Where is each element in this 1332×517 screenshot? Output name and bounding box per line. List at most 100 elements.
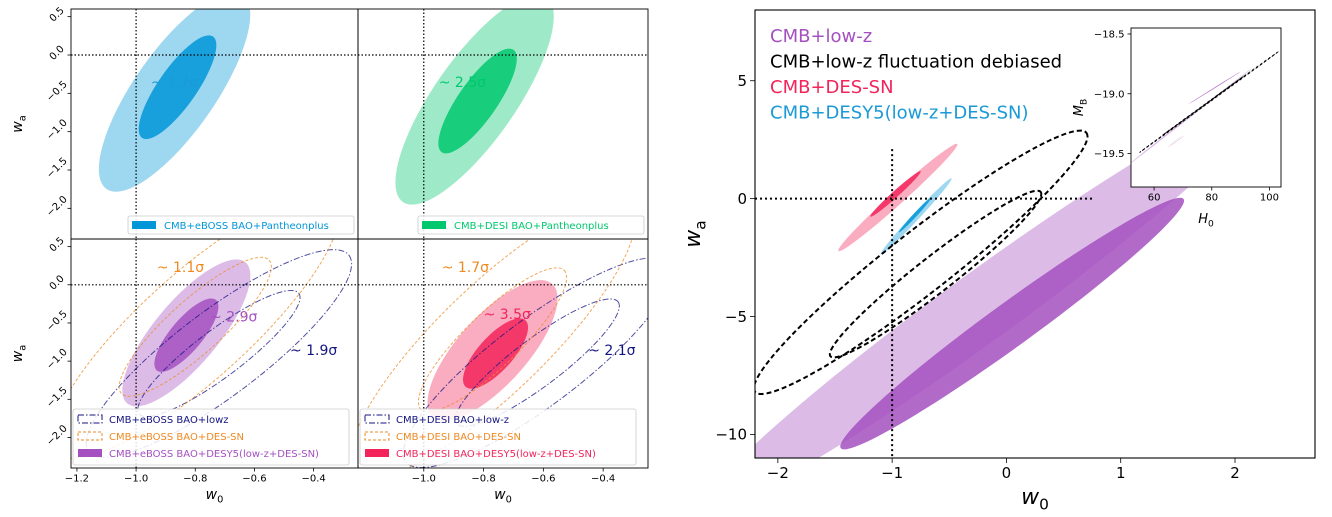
legend-entry: CMB+eBOSS BAO+DESY5(low-z+DES-SN) [109, 449, 319, 460]
plot-area [1131, 51, 1279, 168]
contour-cmb-desi-bao-low-z-95 [402, 257, 648, 468]
axes-frame [357, 238, 649, 469]
legend-swatch [365, 449, 389, 457]
x-tick-label: −0.8 [183, 474, 207, 485]
y-axis-label: wa [681, 220, 710, 247]
axes-frame [754, 9, 1316, 459]
legend-entry: CMB+low-z fluctuation debiased [770, 52, 1062, 73]
contour-cmb-desi-bao-pantheonplus-68 [438, 48, 517, 154]
contour-cmb-des-sn-95 [1167, 135, 1185, 148]
contour-cmb-desi-bao-desy5-low-z-des-sn--68 [463, 318, 529, 389]
legend-entry: CMB+eBOSS BAO+DES-SN [109, 432, 244, 443]
y-tick-label: 0 [737, 190, 747, 208]
legend-box [417, 215, 645, 235]
sigma-annotation: ~ 1.9σ [290, 343, 337, 359]
x-tick-label: −2 [767, 464, 789, 482]
x-tick-label: −0.6 [531, 474, 555, 485]
legend-box [359, 408, 637, 466]
panel-legend: CMB+eBOSS BAO+lowz CMB+eBOSS BAO+DES-SN CM… [72, 408, 350, 466]
legend-entry: CMB+eBOSS BAO+Pantheonplus [164, 221, 329, 232]
plot-area [71, 9, 358, 239]
plot-area [358, 9, 648, 239]
y-axis-label: wa [10, 345, 29, 362]
sigma-annotation: ~ 2.9σ [210, 309, 257, 325]
contour-cmb-eboss-bao-lowz-95 [85, 249, 353, 458]
legend-swatch [364, 414, 390, 424]
sigma-annotation: ~ 3.5σ [484, 307, 531, 323]
x-tick-label: −1 [881, 464, 903, 482]
contour-cmb-low-z-fluctuation-debiased-68 [828, 189, 1043, 359]
x-axis-label: w0 [206, 487, 224, 506]
x-tick-label: 1 [1116, 464, 1126, 482]
panel-bottom-right: −1.0 −0.8 −0.6 −0.4 w0 ~ 1.7σ ~ 3.5σ ~ 2.1σ CMB+… [357, 238, 649, 506]
contour-cmb-desi-bao-des-sn-95 [358, 239, 636, 468]
contour-cmb-desy5-low-z-des-sn--95 [1169, 135, 1183, 146]
legend-swatch [77, 431, 103, 441]
legend-entry: CMB+DESI BAO+DES-SN [396, 432, 521, 443]
sigma-annotation: ~ 1.7σ [442, 260, 489, 276]
y-tick-label: 5 [737, 72, 747, 90]
y-tick-label: 0.5 [48, 5, 67, 24]
plot-area [358, 239, 648, 468]
y-tick-label: −19.0 [1094, 89, 1125, 100]
x-tick-label: 0 [1002, 464, 1012, 482]
x-axis-label: H0 [1198, 212, 1214, 229]
y-axis-label: wa [10, 115, 29, 132]
legend-swatch [422, 221, 446, 229]
inset-background [1131, 28, 1281, 187]
y-axis-label: MB [1072, 99, 1089, 116]
contour-cmb-des-sn-68 [870, 171, 921, 217]
axes-frame [1130, 27, 1282, 188]
panel-legend: CMB+eBOSS BAO+Pantheonplus [127, 215, 355, 235]
y-tick-label: −0.5 [45, 309, 70, 334]
legend-entry: CMB+DES-SN [770, 77, 894, 98]
y-tick-label: −2.0 [45, 194, 70, 219]
legend-entry: CMB+DESY5(low-z+DES-SN) [770, 103, 1029, 124]
y-tick-label: 0.0 [48, 44, 67, 63]
contour-cmb-low-z-68 [1188, 71, 1241, 105]
x-tick-label: −0.4 [591, 474, 615, 485]
legend-box [72, 408, 350, 466]
y-tick-label: 0.5 [48, 235, 67, 254]
panel-top-left: 0.5 0.0 −0.5 −1.0 −1.5 −2.0 wa ~ 1.7σ CMB+eBOSS … [10, 5, 359, 240]
contour-cmb-low-z-68 [840, 197, 1185, 450]
y-tick-label: −1.5 [45, 156, 70, 181]
x-tick-label: −1.0 [124, 474, 148, 485]
x-tick-label: 80 [1205, 193, 1218, 204]
x-tick-label: −1.2 [65, 474, 89, 485]
contour-cmb-desi-bao-low-z-68 [454, 298, 620, 427]
contour-cmb-des-sn-95 [838, 143, 958, 252]
panel-bottom-left: −1.2 −1.0 −0.8 −0.6 −0.4 0.5 0.0 −0.5 −1.0 −1.5 −2… [10, 235, 359, 506]
legend-swatch [78, 449, 102, 457]
y-tick-label: −5 [725, 308, 747, 326]
legend-entry: CMB+DESI BAO+low-z [396, 415, 509, 426]
legend-entry: CMB+low-z [770, 26, 872, 47]
legend-swatch [132, 221, 156, 229]
x-tick-label: −0.8 [471, 474, 495, 485]
y-tick-label: −18.5 [1094, 29, 1125, 40]
x-axis-label: w0 [494, 487, 512, 506]
sigma-annotation: ~ 2.1σ [588, 343, 635, 359]
plot-area [755, 104, 1259, 458]
y-tick-label: −1.0 [45, 117, 70, 142]
x-tick-label: 2 [1230, 464, 1240, 482]
sigma-annotation: ~ 1.1σ [157, 260, 204, 276]
y-tick-label: 0.0 [48, 274, 67, 293]
panel-legend: CMB+DESI BAO+low-z CMB+DESI BAO+DES-SN CMB… [359, 408, 637, 466]
panel-top-right: ~ 2.5σ CMB+DESI BAO+Pantheonplus [357, 8, 649, 240]
legend-box [127, 215, 355, 235]
sigma-annotation: ~ 1.7σ [151, 75, 198, 91]
legend-entry: CMB+eBOSS BAO+lowz [109, 415, 229, 426]
sigma-annotation: ~ 2.5σ [439, 75, 486, 91]
x-tick-label: −1.0 [412, 474, 436, 485]
contour-cmb-low-z-fluctuation-debiased-68 [1162, 75, 1244, 136]
panel-inset: 60 80 100 −18.5 −19.0 −19.5 H0 MB [1072, 27, 1282, 229]
legend-swatch [77, 414, 103, 424]
legend-swatch [364, 431, 390, 441]
plot-area [71, 239, 358, 468]
contour-cmb-desy5-low-z-des-sn--68 [898, 197, 932, 233]
panel-legend: CMB+DESI BAO+Pantheonplus [417, 215, 645, 235]
y-tick-label: −19.5 [1094, 149, 1125, 160]
